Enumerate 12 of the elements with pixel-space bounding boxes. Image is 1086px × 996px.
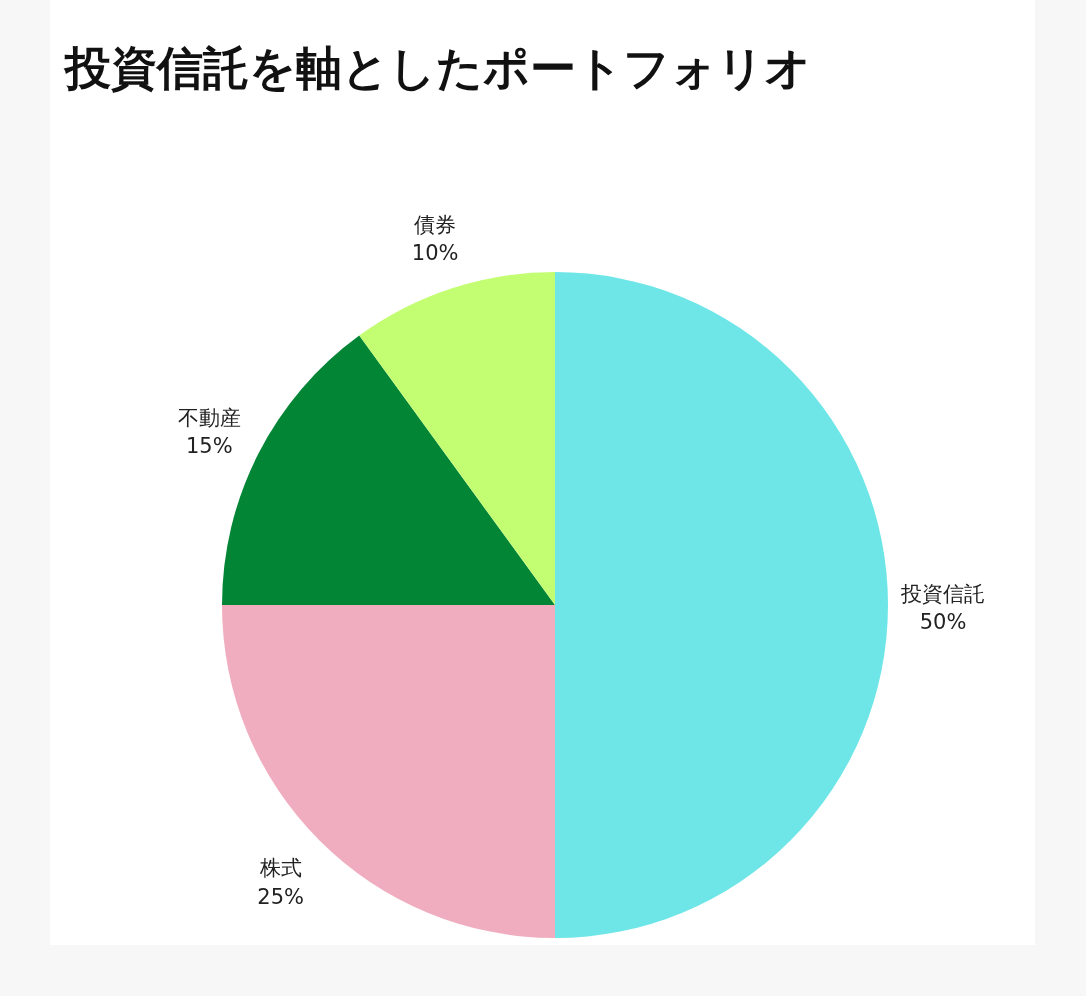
data-label: 15% <box>185 434 233 458</box>
data-label: 25% <box>257 884 304 909</box>
slice-label: 投資信託 <box>900 581 985 606</box>
data-label: 50% <box>919 610 967 635</box>
slice-label: 株式 <box>258 856 302 881</box>
slice-label: 不動産 <box>177 405 241 430</box>
pie-slice <box>359 272 555 605</box>
chart-title: 投資信託を軸としたポートフォリオ <box>63 41 811 95</box>
pie-slice <box>555 272 888 938</box>
pie-slice <box>222 605 555 938</box>
data-label: 10% <box>411 241 459 266</box>
slice-label: 債券 <box>414 212 457 237</box>
